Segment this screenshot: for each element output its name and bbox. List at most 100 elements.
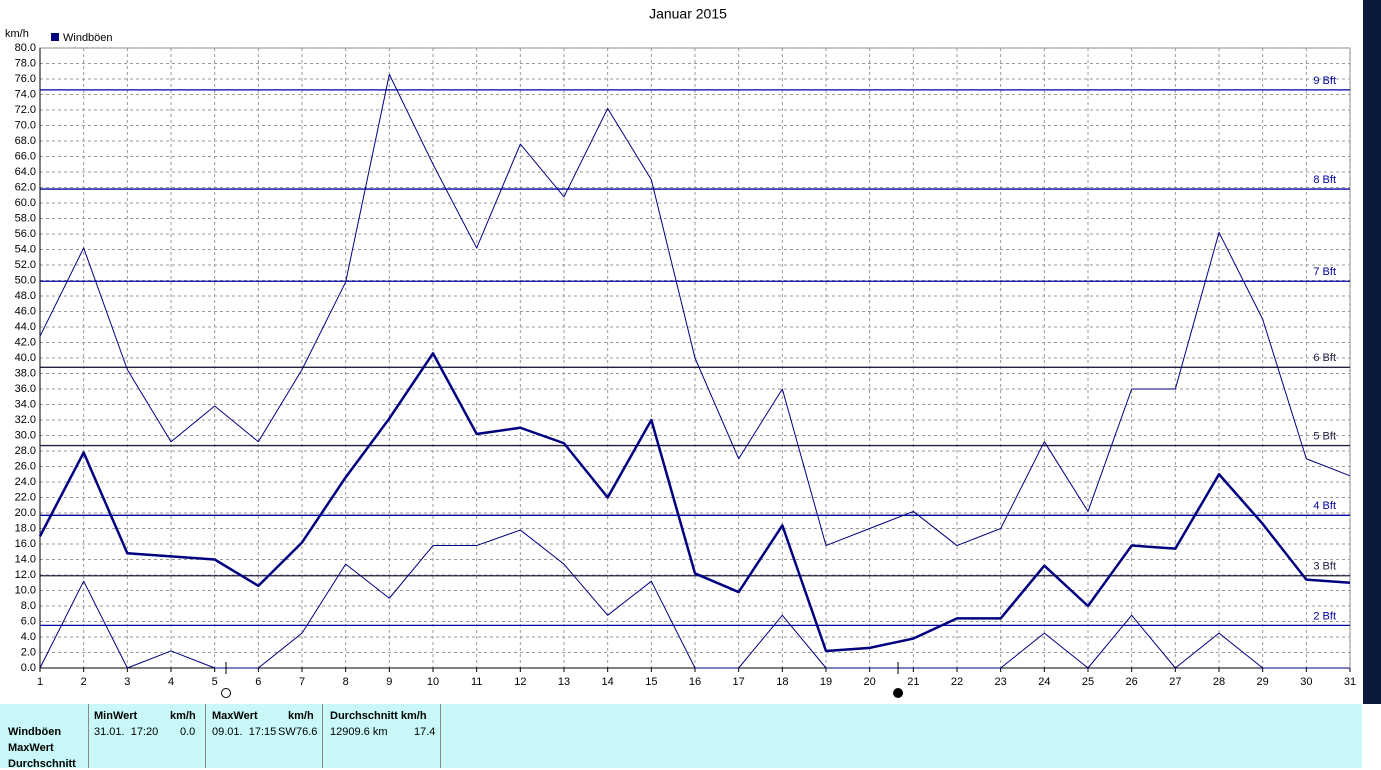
x-tick-label: 14 — [602, 676, 614, 688]
y-tick-label: 14.0 — [15, 553, 36, 565]
x-tick-label: 12 — [514, 676, 526, 688]
x-tick-label: 28 — [1213, 676, 1225, 688]
row-label: Windböen — [8, 726, 62, 738]
x-tick-label: 26 — [1126, 676, 1138, 688]
x-tick-label: 30 — [1300, 676, 1312, 688]
series-line — [39, 73, 1351, 547]
y-tick-label: 66.0 — [15, 150, 36, 162]
y-tick-label: 72.0 — [15, 104, 36, 116]
y-tick-label: 38.0 — [15, 367, 36, 379]
col-title: Durchschnitt km/h — [330, 710, 427, 722]
series-line — [38, 352, 1351, 653]
separator — [322, 704, 323, 768]
y-tick-label: 58.0 — [15, 212, 36, 224]
col-title: MaxWert — [212, 710, 258, 722]
x-tick-label: 2 — [81, 676, 87, 688]
separator — [205, 704, 206, 768]
y-tick-label: 40.0 — [15, 352, 36, 364]
y-tick-label: 22.0 — [15, 491, 36, 503]
x-tick-label: 4 — [168, 676, 174, 688]
y-tick-label: 48.0 — [15, 290, 36, 302]
x-tick-label: 9 — [386, 676, 392, 688]
y-tick-label: 32.0 — [15, 414, 36, 426]
x-tick-label: 15 — [645, 676, 657, 688]
y-tick-label: 60.0 — [15, 197, 36, 209]
y-tick-label: 50.0 — [15, 274, 36, 286]
cell: 09.01. 17:15 — [212, 726, 277, 738]
y-tick-label: 74.0 — [15, 88, 36, 100]
y-tick-label: 10.0 — [15, 584, 36, 596]
y-tick-label: 54.0 — [15, 243, 36, 255]
y-tick-label: 68.0 — [15, 135, 36, 147]
x-tick-label: 5 — [212, 676, 218, 688]
legend-label: Windböen — [63, 32, 113, 44]
beaufort-label: 2 Bft — [1313, 610, 1336, 622]
y-tick-label: 64.0 — [15, 166, 36, 178]
y-tick-label: 24.0 — [15, 476, 36, 488]
separator — [440, 704, 441, 768]
y-unit: km/h — [5, 28, 29, 40]
y-tick-label: 34.0 — [15, 398, 36, 410]
cell: 31.01. 17:20 — [94, 726, 159, 738]
chart-title: Januar 2015 — [649, 6, 727, 22]
cell: SW — [278, 726, 296, 738]
moon-phase — [893, 688, 904, 698]
x-tick-label: 24 — [1038, 676, 1050, 688]
separator — [88, 704, 89, 768]
beaufort-label: 8 Bft — [1313, 174, 1336, 186]
beaufort-label: 7 Bft — [1313, 266, 1336, 278]
x-tick-label: 25 — [1082, 676, 1094, 688]
cell: 12909.6 km — [330, 726, 388, 738]
y-tick-label: 0.0 — [21, 662, 36, 674]
y-tick-label: 4.0 — [21, 631, 36, 643]
cell: 76.6 — [296, 726, 318, 738]
moon-phase — [221, 688, 232, 698]
y-tick-label: 16.0 — [15, 538, 36, 550]
legend-swatch — [51, 33, 59, 41]
y-tick-label: 70.0 — [15, 119, 36, 131]
x-tick-label: 18 — [776, 676, 788, 688]
x-tick-label: 17 — [733, 676, 745, 688]
y-tick-label: 18.0 — [15, 522, 36, 534]
col-unit: km/h — [288, 710, 314, 722]
x-tick-label: 13 — [558, 676, 570, 688]
x-tick-label: 19 — [820, 676, 832, 688]
col-unit: km/h — [170, 710, 196, 722]
x-tick-label: 21 — [907, 676, 919, 688]
y-tick-label: 42.0 — [15, 336, 36, 348]
beaufort-label: 9 Bft — [1313, 75, 1336, 87]
x-tick-label: 8 — [343, 676, 349, 688]
col-title: MinWert — [94, 710, 138, 722]
y-tick-label: 12.0 — [15, 569, 36, 581]
x-tick-label: 20 — [864, 676, 876, 688]
beaufort-label: 3 Bft — [1313, 561, 1336, 573]
cell: 17.4 — [414, 726, 436, 738]
beaufort-label: 4 Bft — [1313, 500, 1336, 512]
y-tick-label: 6.0 — [21, 615, 36, 627]
y-tick-label: 30.0 — [15, 429, 36, 441]
x-tick-label: 3 — [124, 676, 130, 688]
x-tick-label: 10 — [427, 676, 439, 688]
x-tick-label: 29 — [1257, 676, 1269, 688]
y-tick-label: 62.0 — [15, 181, 36, 193]
x-tick-label: 23 — [995, 676, 1007, 688]
y-tick-label: 56.0 — [15, 228, 36, 240]
x-tick-label: 22 — [951, 676, 963, 688]
y-tick-label: 36.0 — [15, 383, 36, 395]
y-tick-label: 2.0 — [21, 646, 36, 658]
row-label: Durchschnitt — [8, 758, 76, 770]
x-tick-label: 7 — [299, 676, 305, 688]
chart: Januar 2015 km/h Windböen 0.0 2.0 4.0 6.0 8.… — [5, 0, 1381, 704]
y-tick-label: 26.0 — [15, 460, 36, 472]
desktop-edge — [1363, 0, 1381, 704]
y-tick-label: 20.0 — [15, 507, 36, 519]
y-tick-label: 78.0 — [15, 57, 36, 69]
series-line — [39, 529, 1350, 669]
y-tick-label: 44.0 — [15, 321, 36, 333]
x-tick-label: 6 — [255, 676, 261, 688]
cell: 0.0 — [180, 726, 196, 738]
y-tick-label: 28.0 — [15, 445, 36, 457]
x-tick-label: 16 — [689, 676, 701, 688]
y-tick-label: 8.0 — [21, 600, 36, 612]
